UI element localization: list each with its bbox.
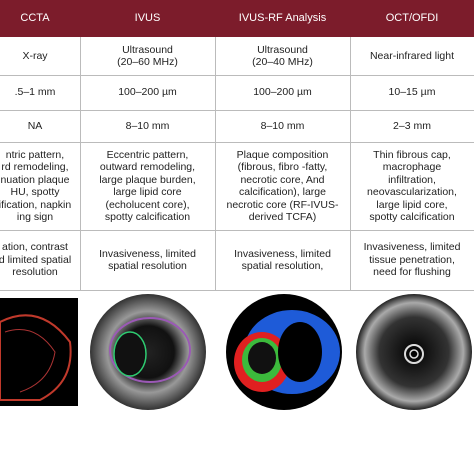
oct-image <box>356 294 472 410</box>
header-cell: CCTA <box>0 0 80 37</box>
table-cell: Eccentric pattern, outward remodeling, l… <box>99 148 196 224</box>
table-cell: 100–200 µm <box>118 86 177 99</box>
table-cell: Ultrasound (20–60 MHz) <box>117 43 178 69</box>
table-cell: 2–3 mm <box>393 119 431 132</box>
table-cell: 10–15 µm <box>388 86 436 99</box>
row-divider <box>0 75 474 76</box>
ivus-lumen <box>113 331 147 377</box>
image-row <box>0 294 472 410</box>
oct-catheter <box>404 344 424 364</box>
row-divider <box>0 230 474 231</box>
header-cell: OCT/OFDI <box>350 0 474 37</box>
table-cell: Invasiveness, limited spatial resolution <box>99 247 196 273</box>
table-cell: Invasiveness, limited tissue penetration… <box>363 241 461 279</box>
table-cell: ntric pattern, rd remodeling, nuation pl… <box>0 148 72 224</box>
table-cell: Thin fibrous cap, macrophage infiltratio… <box>367 148 457 224</box>
ivus-rf-lumen <box>248 342 276 374</box>
oct-catheter-inner <box>409 349 419 359</box>
row-divider <box>0 110 474 111</box>
table-cell: ation, contrast d limited spatial resolu… <box>0 241 72 279</box>
row-divider <box>0 290 474 291</box>
table-cell: .5–1 mm <box>14 86 56 99</box>
ccta-detail <box>4 329 56 393</box>
ccta-image <box>0 298 78 406</box>
row-divider <box>0 142 474 143</box>
table-cell: NA <box>27 119 43 132</box>
table-cell: 8–10 mm <box>125 119 170 132</box>
table-cell: Ultrasound (20–40 MHz) <box>252 43 313 69</box>
ivus-border <box>109 317 191 383</box>
ivus-rf-shadow <box>278 322 322 382</box>
header-cell: IVUS-RF Analysis <box>215 0 350 37</box>
column-divider <box>80 37 81 290</box>
column-divider <box>215 37 216 290</box>
ccta-vessel <box>0 314 72 401</box>
table-cell: Near-infrared light <box>369 49 455 62</box>
header-cell: IVUS <box>80 0 215 37</box>
column-divider <box>350 37 351 290</box>
ivus-image <box>90 294 206 410</box>
table-cell: 8–10 mm <box>260 119 305 132</box>
table-cell: X-ray <box>22 49 48 62</box>
table-cell: 100–200 µm <box>253 86 312 99</box>
table-cell: Invasiveness, limited spatial resolution… <box>234 247 331 273</box>
table-cell: Plaque composition (fibrous, fibro -fatt… <box>226 148 339 224</box>
